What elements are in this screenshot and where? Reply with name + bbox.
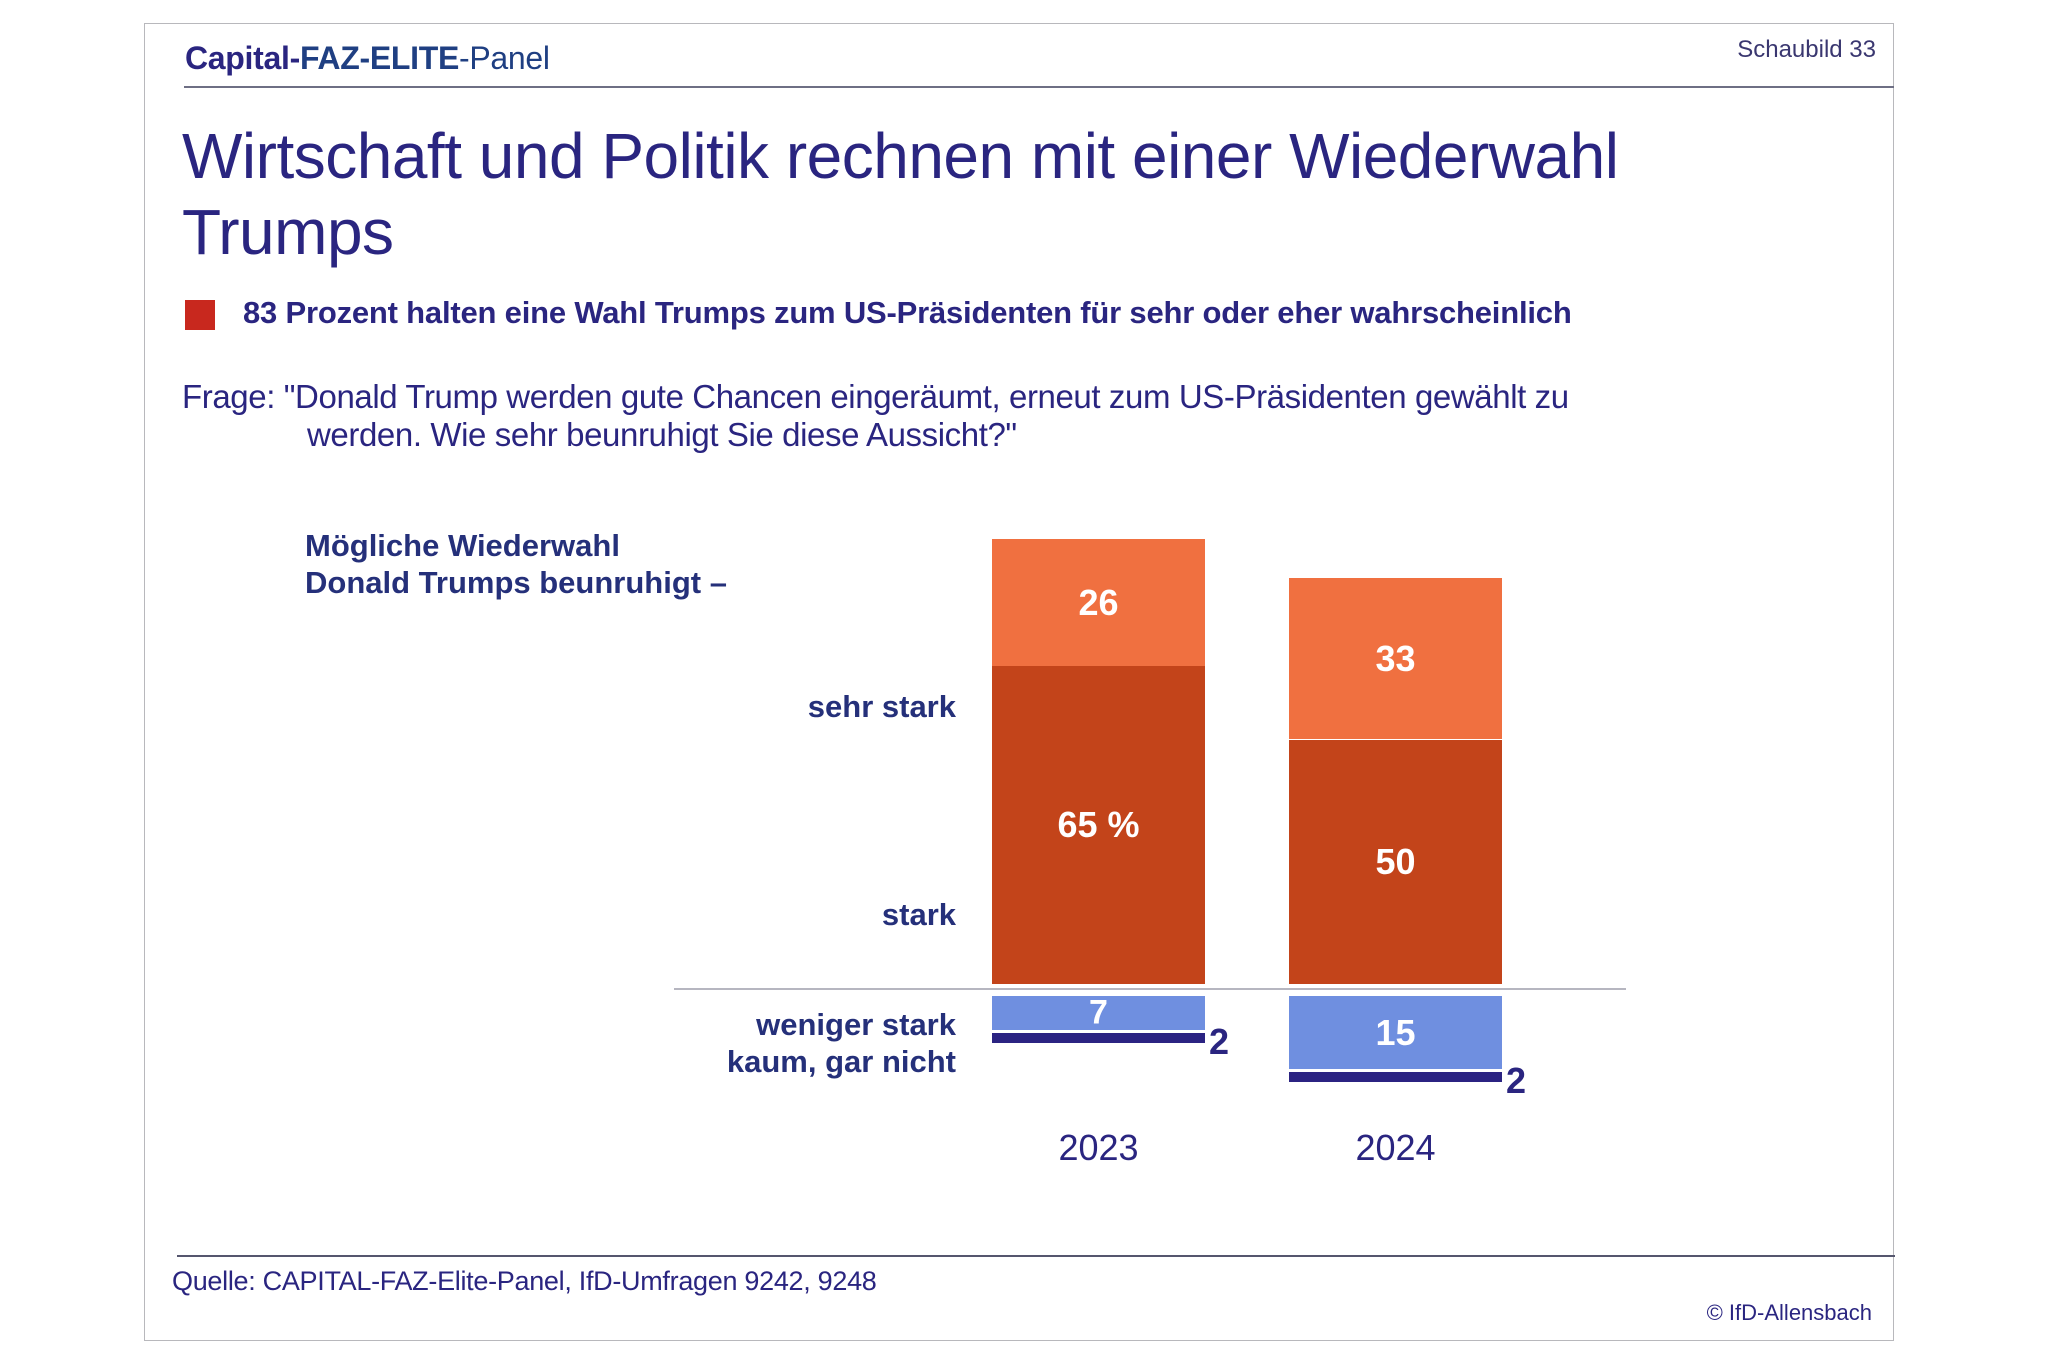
x-tick-label-2023: 2023 [1058, 1127, 1139, 1168]
question-line-2: werden. Wie sehr beunruhigt Sie diese Au… [307, 416, 1017, 453]
category-label-weniger-stark: weniger stark [756, 1007, 956, 1042]
page-title: Wirtschaft und Politik rechnen mit einer… [182, 118, 1619, 270]
slide-frame [144, 23, 1894, 1341]
brand-part-panel: -Panel [459, 40, 550, 76]
data-label-kaum-gar-nicht-2023: 2 [1209, 1021, 1230, 1063]
data-label-sehr-stark-2023: 65 % [1057, 804, 1140, 846]
chart-heading-line-2: Donald Trumps beunruhigt – [305, 565, 727, 600]
data-label-stark-2024: 33 [1375, 637, 1416, 679]
subtitle: 83 Prozent halten eine Wahl Trumps zum U… [243, 295, 1572, 330]
brand-part-capital: Capital- [185, 40, 300, 76]
question-line-1: Frage: "Donald Trump werden gute Chancen… [182, 378, 1569, 415]
header-divider [184, 86, 1894, 88]
data-label-stark-2023: 26 [1078, 581, 1119, 623]
data-label-sehr-stark-2024: 50 [1375, 840, 1416, 882]
data-label-kaum-gar-nicht-2024: 2 [1506, 1060, 1527, 1102]
bar-segment-weniger-stark-2024 [1289, 996, 1502, 1070]
category-label-sehr-stark: sehr stark [807, 689, 956, 724]
bar-segment-sehr-stark-2023 [992, 666, 1205, 984]
bar-segment-kaum-gar-nicht-2024 [1289, 1072, 1502, 1083]
x-tick-label-2024: 2024 [1355, 1127, 1436, 1168]
title-line-1: Wirtschaft und Politik rechnen mit einer… [182, 120, 1619, 192]
zero-baseline [674, 988, 1626, 990]
chart-heading-line-1: Mögliche Wiederwahl [305, 528, 620, 563]
chart-heading: Mögliche Wiederwahl Donald Trumps beunru… [305, 527, 727, 601]
category-label-stark: stark [881, 897, 956, 932]
survey-question: Frage: "Donald Trump werden gute Chancen… [182, 378, 1569, 454]
bar-segment-sehr-stark-2024 [1289, 739, 1502, 984]
brand-part-faz-elite: FAZ-ELITE [299, 40, 460, 76]
category-label-kaum-gar-nicht: kaum, gar nicht [726, 1044, 956, 1079]
bar-segment-kaum-gar-nicht-2023 [992, 1033, 1205, 1043]
source-note: Quelle: CAPITAL-FAZ-Elite-Panel, IfD-Umf… [172, 1266, 877, 1296]
copyright: © IfD-Allensbach [1706, 1300, 1872, 1325]
title-line-2: Trumps [182, 196, 394, 268]
data-label-weniger-stark-2023: 7 [1089, 993, 1108, 1032]
bar-segment-stark-2024 [1289, 578, 1502, 740]
red-square-bullet-icon [185, 300, 215, 330]
brand-logo: Capital-FAZ-ELITE-Panel [185, 40, 550, 77]
figure-number: Schaubild 33 [1737, 36, 1876, 63]
footer-divider [177, 1255, 1895, 1257]
data-label-weniger-stark-2024: 15 [1375, 1011, 1416, 1053]
bar-segment-weniger-stark-2023 [992, 996, 1205, 1031]
bar-segment-stark-2023 [992, 539, 1205, 667]
